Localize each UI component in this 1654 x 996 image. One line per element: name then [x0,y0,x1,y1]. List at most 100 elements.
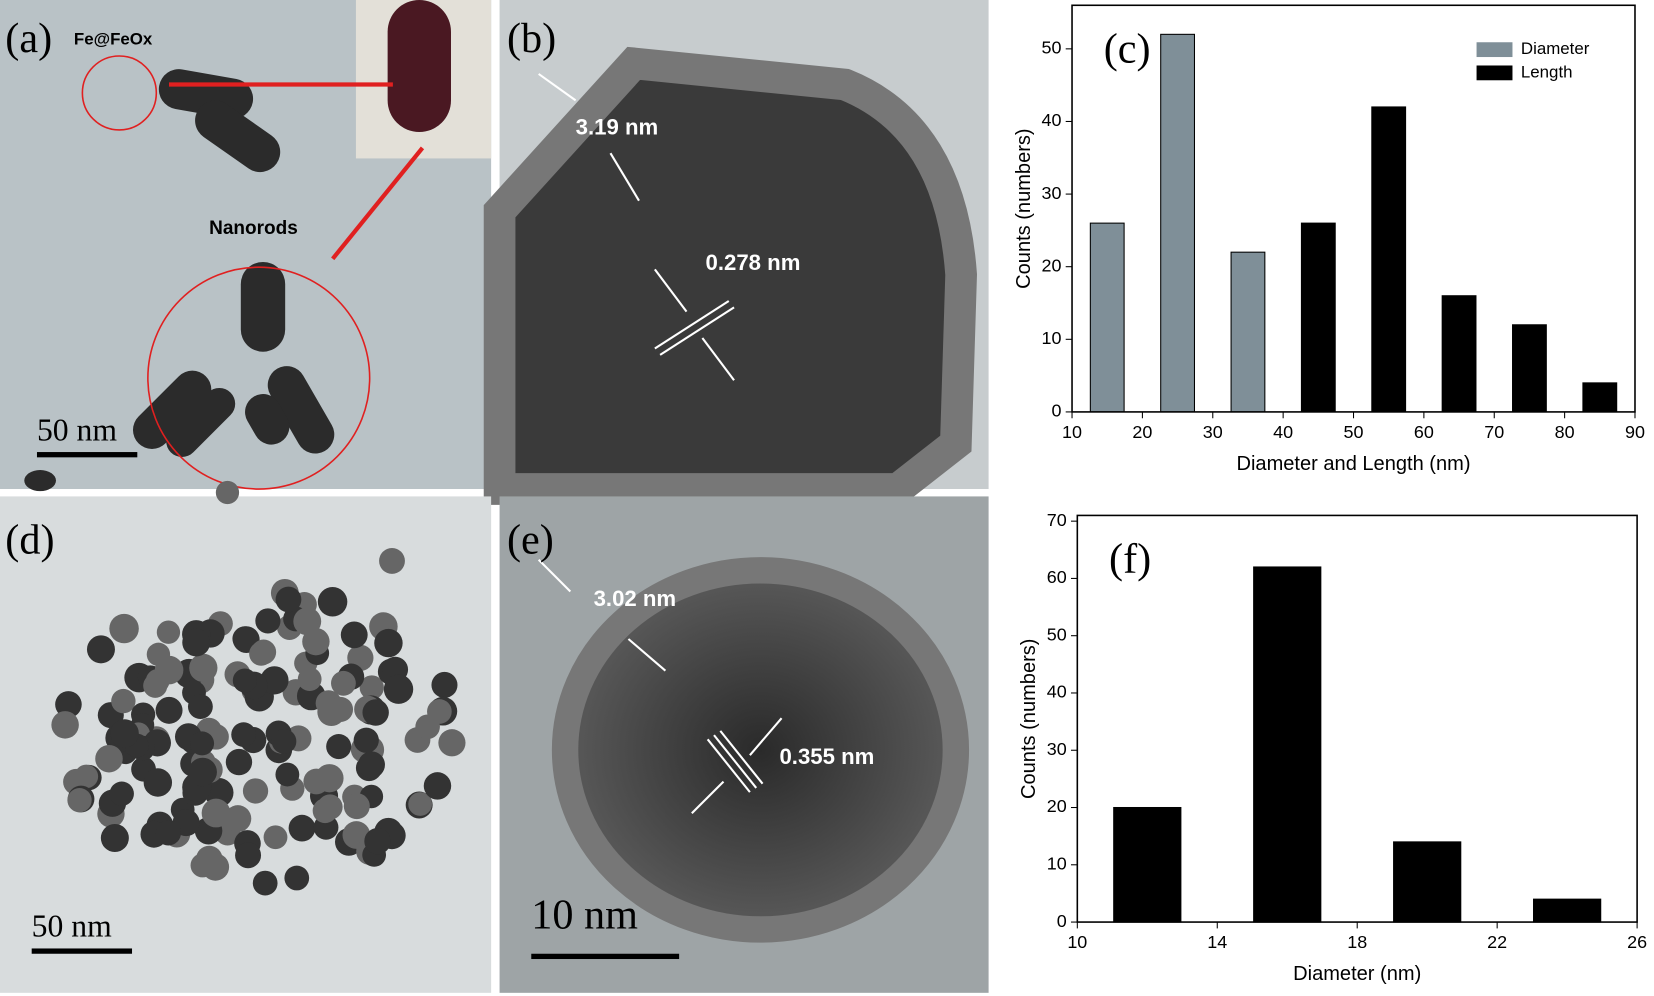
panel-label: (d) [5,517,54,564]
nanoparticle [188,757,217,787]
nanoparticle [252,870,278,896]
y-tick-label: 50 [1042,38,1062,58]
x-tick-label: 22 [1487,932,1507,952]
nanoparticle [109,613,139,644]
nanoparticle [143,768,173,797]
scale-bar [531,953,680,960]
x-tick-label: 20 [1132,422,1152,442]
nanoparticle [242,778,269,804]
y-tick-label: 10 [1047,854,1067,874]
scale-bar-label: 50 nm [32,909,112,944]
nanoparticle [109,781,134,806]
nanoparticle [379,547,405,574]
annotation: 3.19 nm [576,115,659,140]
y-tick-label: 30 [1047,739,1067,759]
nanoparticle [340,621,368,649]
y-tick-label: 60 [1047,567,1067,587]
legend-swatch [1476,42,1513,58]
nanoparticle [51,711,79,739]
nanoparticle [331,670,356,696]
nanoparticle [156,620,181,644]
annotation: 0.278 nm [706,250,801,275]
nanoparticle [303,768,330,795]
nanoparticle [271,729,297,754]
y-tick-label: 70 [1047,510,1067,530]
nanoparticle [353,727,379,753]
nanoparticles [51,480,466,896]
bar [1160,33,1196,413]
nanoparticle [100,823,129,853]
y-tick-label: 0 [1051,401,1061,421]
x-tick-label: 80 [1555,422,1575,442]
y-tick-label: 40 [1047,682,1067,702]
y-axis-label: Counts (numbers) [1018,639,1040,799]
nanoparticle [317,698,346,727]
nanoparticle [86,635,115,664]
bar [1512,324,1547,413]
nanoparticle [275,586,302,613]
nanoparticle [438,729,466,757]
scale-bar [31,948,133,954]
bar [1441,295,1477,413]
panel-label: (b) [507,15,556,62]
nanoparticle [251,639,277,665]
nanoparticle [343,793,370,820]
nanoparticle [383,674,414,704]
x-tick-label: 70 [1484,422,1504,442]
y-tick-label: 20 [1042,255,1062,275]
bar [1371,106,1407,413]
nanoparticle [408,792,433,816]
legend-swatch [1476,65,1513,81]
scale-bar-label: 10 nm [531,892,638,939]
bar [1300,222,1336,413]
nanoparticle [275,762,300,787]
x-tick-label: 30 [1203,422,1223,442]
nanoparticle [201,798,231,828]
y-tick-label: 0 [1057,911,1067,931]
nanorods [24,69,335,492]
nanoparticle [255,608,281,634]
nanoparticle [423,772,452,800]
nanoparticle [415,714,440,740]
plot-frame [1071,4,1636,413]
bar [1089,222,1125,413]
x-tick-label: 60 [1414,422,1434,442]
nanoparticle [190,731,215,756]
annotation: Nanorods [209,218,298,239]
y-tick-label: 20 [1047,796,1067,816]
nanoparticle [235,842,262,869]
nanoparticle [326,733,352,760]
annotation: Fe@FeOx [74,30,153,49]
nanoparticle [111,688,136,714]
bar [1230,251,1266,413]
nanoparticle [364,827,391,855]
nanoparticle [297,667,322,692]
nanoparticle [189,653,218,683]
nanoparticle [215,480,240,505]
nanoparticle [232,668,257,693]
nanoparticle [110,719,139,748]
annotation: 3.02 nm [594,586,677,611]
x-tick-label: 10 [1062,422,1082,442]
bar [1582,382,1618,413]
legend-label: Diameter [1521,39,1590,58]
nanoparticle [95,744,123,773]
scale-bar [36,452,138,458]
nanoparticle [195,845,223,873]
x-tick-label: 40 [1273,422,1293,442]
y-axis-label: Counts (numbers) [1013,128,1035,288]
nanoparticle [231,722,256,747]
nanoparticle [224,805,252,833]
panel-label: (e) [507,517,554,564]
nanoparticle [263,825,288,850]
nanoparticle [55,691,82,718]
nanoparticle [284,865,310,891]
x-tick-label: 14 [1207,932,1227,952]
nanoparticle [362,699,389,726]
bar [1253,566,1322,923]
nanoparticle [155,696,183,724]
nanoparticle [293,607,322,636]
nanoparticle [155,820,182,846]
y-tick-label: 40 [1042,110,1062,130]
